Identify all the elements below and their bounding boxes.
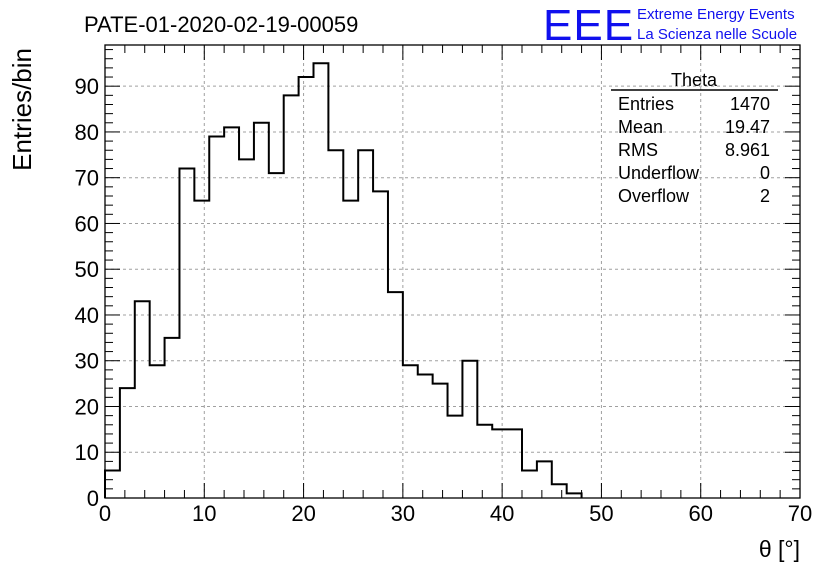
- stats-box-rows: Entries 1470 Mean 19.47 RMS 8.961 Underflow 0 Ov…: [618, 94, 770, 206]
- histogram-bins: [105, 63, 582, 498]
- x-tick-label: 40: [490, 501, 514, 526]
- y-tick-label: 50: [75, 257, 99, 282]
- stats-row-value: 19.47: [725, 117, 770, 137]
- stats-box: Theta Entries 1470 Mean 19.47 RMS 8.961 Underf…: [611, 70, 778, 206]
- eee-logo: EEE Extreme Energy Events La Scienza nel…: [543, 1, 797, 50]
- histogram-bin: [492, 429, 507, 498]
- histogram-bin: [462, 361, 477, 498]
- histogram-bin: [150, 365, 165, 498]
- x-tick-label: 0: [99, 501, 111, 526]
- y-tick-label: 10: [75, 440, 99, 465]
- x-tick-label: 30: [391, 501, 415, 526]
- y-tick-label: 90: [75, 74, 99, 99]
- stats-row-label: Mean: [618, 117, 663, 137]
- stats-box-title: Theta: [671, 70, 718, 90]
- x-tick-label: 20: [291, 501, 315, 526]
- histogram-outline: [104, 62, 583, 498]
- histogram-bin: [179, 169, 194, 498]
- x-axis-label: θ [°]: [759, 536, 800, 562]
- histogram-bin: [224, 127, 239, 498]
- histogram-bin: [448, 416, 463, 498]
- histogram-bin: [507, 429, 522, 498]
- x-tick-label: 70: [788, 501, 812, 526]
- x-tick-label: 10: [192, 501, 216, 526]
- y-axis-label: Entries/bin: [7, 48, 37, 171]
- histogram-bin: [537, 461, 552, 498]
- histogram-bin: [299, 77, 314, 498]
- stats-row-value: 1470: [730, 94, 770, 114]
- histogram-bin: [254, 123, 269, 498]
- y-tick-label: 20: [75, 394, 99, 419]
- histogram-bin: [269, 173, 284, 498]
- y-tick-labels: 0 10 20 30 40 50 60 70 80 90: [75, 74, 99, 511]
- stats-row-value: 2: [760, 186, 770, 206]
- histogram-bin: [105, 471, 120, 498]
- histogram-bin: [433, 384, 448, 498]
- axis-ticks: [104, 45, 801, 499]
- histogram-bin: [194, 201, 209, 498]
- stats-row-label: Underflow: [618, 163, 700, 183]
- y-tick-label: 30: [75, 349, 99, 374]
- histogram-bin: [328, 150, 343, 498]
- histogram-bin: [120, 388, 135, 498]
- histogram-bin: [284, 95, 299, 498]
- stats-row-label: Entries: [618, 94, 674, 114]
- y-tick-label: 60: [75, 211, 99, 236]
- eee-logo-line1: Extreme Energy Events: [637, 6, 795, 23]
- histogram-bin: [418, 374, 433, 498]
- histogram-bin: [552, 484, 567, 498]
- stats-row-value: 0: [760, 163, 770, 183]
- histogram-bin: [477, 425, 492, 498]
- histogram-bin: [314, 63, 329, 498]
- histogram-bin: [135, 301, 150, 498]
- histogram-bin: [239, 159, 254, 498]
- histogram-bin: [165, 338, 180, 498]
- histogram-bin: [209, 137, 224, 498]
- histogram-bin: [522, 471, 537, 498]
- y-tick-label: 70: [75, 166, 99, 191]
- y-tick-label: 80: [75, 120, 99, 145]
- eee-logo-mark: EEE: [543, 1, 634, 50]
- eee-logo-line2: La Scienza nelle Scuole: [637, 26, 797, 43]
- x-tick-label: 50: [589, 501, 613, 526]
- stats-row-label: RMS: [618, 140, 658, 160]
- x-tick-labels: 0 10 20 30 40 50 60 70: [99, 501, 812, 526]
- y-tick-label: 0: [87, 486, 99, 511]
- histogram-bin: [388, 292, 403, 498]
- x-tick-label: 60: [688, 501, 712, 526]
- histogram-bin: [403, 365, 418, 498]
- y-tick-label: 40: [75, 303, 99, 328]
- stats-row-label: Overflow: [618, 186, 690, 206]
- histogram-bin: [358, 150, 373, 498]
- stats-row-value: 8.961: [725, 140, 770, 160]
- grid-lines: [105, 45, 800, 498]
- plot-frame: [104, 44, 801, 499]
- chart-title: PATE-01-2020-02-19-00059: [84, 12, 358, 37]
- histogram-bin: [343, 201, 358, 498]
